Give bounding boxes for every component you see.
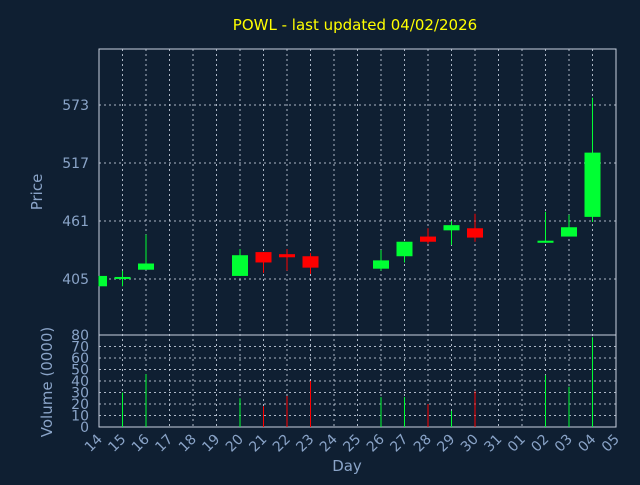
volume-tick-label: 40 xyxy=(71,374,89,390)
x-tick-label: 04 xyxy=(575,431,599,455)
x-tick-label: 31 xyxy=(481,432,505,456)
chart-title: POWL - last updated 04/02/2026 xyxy=(233,16,477,34)
candle-body xyxy=(420,236,436,242)
price-axis-label: Price xyxy=(28,174,46,211)
grid-layer xyxy=(99,49,616,427)
volume-tick-label: 20 xyxy=(71,397,89,413)
volume-tick-label: 10 xyxy=(71,409,89,425)
x-tick-label: 03 xyxy=(552,432,576,456)
price-tick-label: 517 xyxy=(62,156,89,172)
x-tick-label: 15 xyxy=(105,432,129,456)
x-tick-label: 22 xyxy=(270,432,294,456)
x-tick-labels: 14 15 16 17 18 19 20 21 22 23 24 25 26 27 28 29 30 31 01 02… xyxy=(82,431,623,455)
volume-tick-label: 0 xyxy=(80,420,89,436)
volume-tick-label: 50 xyxy=(71,363,89,379)
candle-body xyxy=(373,260,389,269)
candle-body xyxy=(537,240,554,243)
x-axis-label: Day xyxy=(332,457,362,475)
x-tick-label: 23 xyxy=(293,432,317,456)
x-tick-label: 16 xyxy=(129,431,153,455)
candle-body xyxy=(467,228,483,238)
price-tick-label: 573 xyxy=(62,98,89,114)
x-tick-label: 18 xyxy=(176,432,200,456)
volume-tick-label: 80 xyxy=(71,328,89,344)
candle-body xyxy=(561,227,577,237)
x-tick-label: 19 xyxy=(199,432,223,456)
candle-layer xyxy=(98,97,601,287)
price-tick-label: 461 xyxy=(62,214,89,230)
price-panel-frame xyxy=(98,48,617,336)
volume-layer xyxy=(122,337,593,427)
x-tick-label: 01 xyxy=(505,432,529,456)
volume-tick-label: 60 xyxy=(71,351,89,367)
candle-body xyxy=(232,255,248,276)
candle-body xyxy=(396,241,413,257)
candle-body xyxy=(279,254,295,258)
price-tick-label: 405 xyxy=(62,272,89,288)
x-tick-label: 30 xyxy=(458,432,482,456)
x-tick-label: 02 xyxy=(528,432,552,456)
candle-body xyxy=(99,275,107,287)
candle-body xyxy=(138,263,154,270)
candle-body xyxy=(584,152,601,217)
volume-panel-frame xyxy=(98,334,617,428)
price-tick-labels: 405 461 517 573 xyxy=(62,98,89,288)
volume-tick-label: 70 xyxy=(71,340,89,356)
volume-axis-label: Volume (0000) xyxy=(38,327,56,437)
x-tick-label: 20 xyxy=(223,432,247,456)
x-tick-label: 21 xyxy=(246,432,270,456)
x-tick-label: 28 xyxy=(411,432,435,456)
x-tick-label: 25 xyxy=(340,432,364,456)
candle-body xyxy=(114,276,131,279)
candle-body xyxy=(443,225,460,231)
candle-body xyxy=(255,252,272,263)
x-tick-label: 24 xyxy=(317,431,341,455)
x-tick-label: 17 xyxy=(152,432,176,456)
volume-tick-label: 30 xyxy=(71,386,89,402)
x-tick-label: 05 xyxy=(599,432,623,456)
x-tick-label: 27 xyxy=(387,432,411,456)
x-tick-label: 26 xyxy=(364,431,388,455)
x-tick-label: 29 xyxy=(434,432,458,456)
candle-body xyxy=(302,256,319,268)
